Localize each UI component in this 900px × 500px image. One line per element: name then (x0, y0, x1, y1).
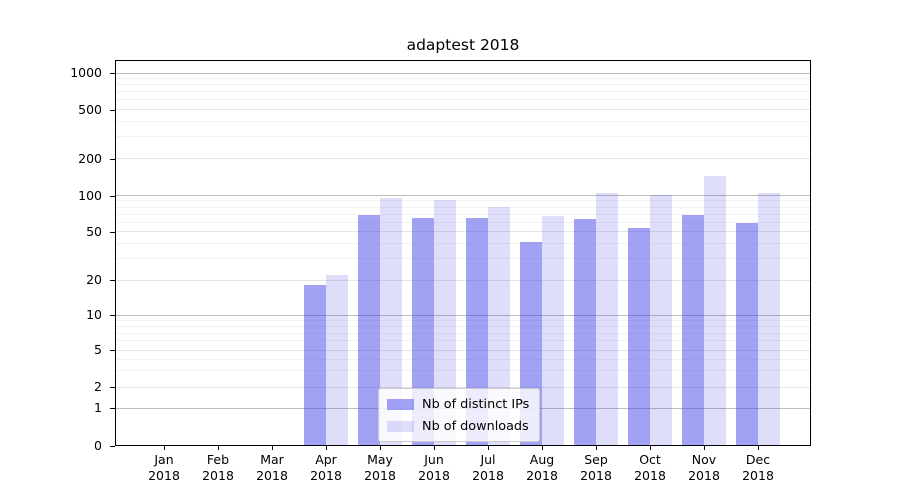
chart-title: adaptest 2018 (406, 36, 520, 54)
x-tick-mark (272, 446, 273, 450)
gridline-y-2 (115, 386, 811, 388)
bar-downloads-sep (596, 193, 618, 446)
y-tick-label: 500 (78, 101, 102, 117)
x-tick-mark (380, 446, 381, 450)
y-tick-label: 1000 (70, 65, 102, 80)
y-tick-mark (110, 231, 115, 233)
plot-area: Nb of distinct IPs Nb of downloads (115, 60, 811, 446)
x-tick-mark (488, 446, 489, 450)
bar-downloads-may (380, 197, 402, 446)
y-tick-label: 200 (78, 150, 102, 166)
y-tick-label: 50 (86, 223, 102, 239)
gridline-y-5 (115, 349, 811, 351)
bar-distinct-ips-nov (682, 214, 704, 446)
x-tick-mark (650, 446, 651, 450)
minor-gridline (115, 84, 811, 86)
minor-gridline (115, 370, 811, 372)
minor-gridline (115, 78, 811, 80)
x-tick-label: May 2018 (364, 452, 396, 483)
x-tick-label: Aug 2018 (526, 452, 558, 483)
y-tick-label: 2 (94, 379, 102, 394)
y-tick-mark (110, 195, 115, 197)
minor-gridline (115, 200, 811, 202)
x-tick-label: Sep 2018 (580, 452, 612, 483)
legend-swatch-distinct-ips (387, 398, 414, 410)
legend-row-downloads: Nb of downloads (387, 417, 529, 435)
y-tick-mark (110, 109, 115, 111)
x-tick-label: Jan 2018 (148, 452, 180, 483)
y-tick-label: 20 (86, 272, 102, 287)
x-tick-mark (326, 446, 327, 450)
minor-gridline (115, 242, 811, 244)
gridline-y-100 (115, 195, 811, 196)
minor-gridline (115, 136, 811, 138)
x-tick-label: Mar 2018 (256, 452, 288, 483)
x-tick-mark (704, 446, 705, 450)
minor-gridline (115, 91, 811, 93)
legend-row-ips: Nb of distinct IPs (387, 395, 529, 413)
gridline-y-1000 (115, 72, 811, 74)
y-tick-mark (110, 350, 115, 351)
minor-gridline (115, 332, 811, 334)
minor-gridline (115, 206, 811, 208)
minor-gridline (115, 213, 811, 215)
minor-gridline (115, 120, 811, 122)
y-tick-mark (110, 280, 115, 281)
bar-downloads-jun (434, 200, 456, 446)
x-tick-label: Jun 2018 (418, 452, 450, 483)
legend: Nb of distinct IPs Nb of downloads (378, 388, 541, 442)
y-tick-mark (110, 73, 115, 74)
bar-downloads-jul (488, 207, 510, 446)
legend-swatch-downloads (387, 420, 414, 432)
bar-distinct-ips-sep (574, 218, 596, 446)
gridline-y-200 (115, 158, 811, 159)
bar-distinct-ips-apr (304, 285, 326, 446)
y-tick-label: 100 (78, 187, 102, 203)
x-tick-label: Feb 2018 (202, 452, 234, 483)
gridline-y-500 (115, 109, 811, 110)
bar-distinct-ips-may (358, 214, 380, 446)
y-tick-mark (110, 387, 115, 388)
bar-downloads-apr (326, 274, 348, 446)
minor-gridline (115, 99, 811, 101)
x-tick-label: Oct 2018 (634, 452, 666, 483)
minor-gridline (115, 358, 811, 360)
y-tick-label: 1 (94, 400, 102, 415)
legend-label-downloads: Nb of downloads (422, 418, 529, 434)
y-tick-mark (110, 446, 115, 447)
legend-label-distinct-ips: Nb of distinct IPs (422, 396, 530, 412)
x-tick-mark (542, 446, 543, 450)
y-tick-mark (110, 408, 115, 409)
y-tick-label: 10 (86, 307, 102, 322)
x-tick-label: Nov 2018 (688, 452, 720, 483)
minor-gridline (115, 340, 811, 342)
bar-downloads-aug (542, 215, 564, 446)
bar-distinct-ips-dec (736, 222, 758, 446)
x-tick-label: Dec 2018 (742, 452, 774, 483)
y-tick-mark (110, 158, 115, 160)
x-tick-label: Apr 2018 (310, 452, 342, 483)
x-tick-label: Jul 2018 (472, 452, 504, 483)
gridline-y-50 (115, 231, 811, 232)
x-tick-mark (164, 446, 165, 450)
x-tick-mark (218, 446, 219, 450)
y-tick-label: 5 (94, 342, 102, 357)
minor-gridline (115, 319, 811, 321)
gridline-y-20 (115, 279, 811, 281)
y-tick-mark (110, 315, 115, 316)
bar-downloads-nov (704, 175, 726, 446)
bar-distinct-ips-oct (628, 227, 650, 446)
x-tick-mark (596, 446, 597, 450)
gridline-y-10 (115, 314, 811, 316)
bar-downloads-oct (650, 194, 672, 446)
minor-gridline (115, 221, 811, 223)
minor-gridline (115, 258, 811, 260)
bar-downloads-dec (758, 192, 780, 446)
y-tick-label: 0 (94, 438, 102, 453)
x-tick-mark (434, 446, 435, 450)
minor-gridline (115, 325, 811, 327)
x-tick-mark (758, 446, 759, 450)
